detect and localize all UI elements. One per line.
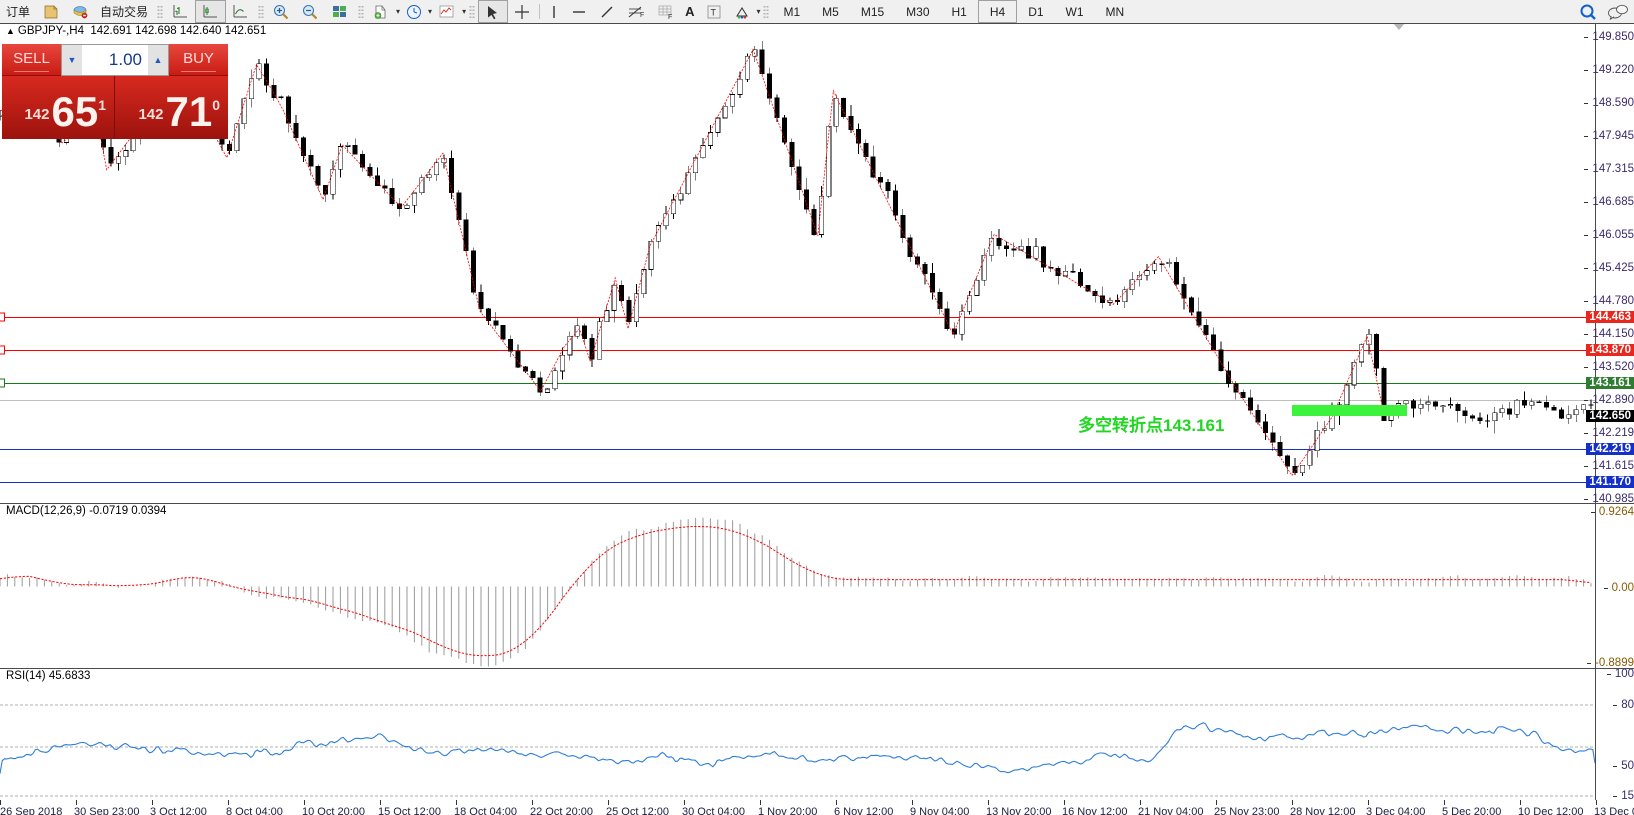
svg-text:T: T [711, 7, 717, 17]
svg-text:F: F [668, 14, 672, 20]
svg-text:F: F [640, 12, 644, 19]
